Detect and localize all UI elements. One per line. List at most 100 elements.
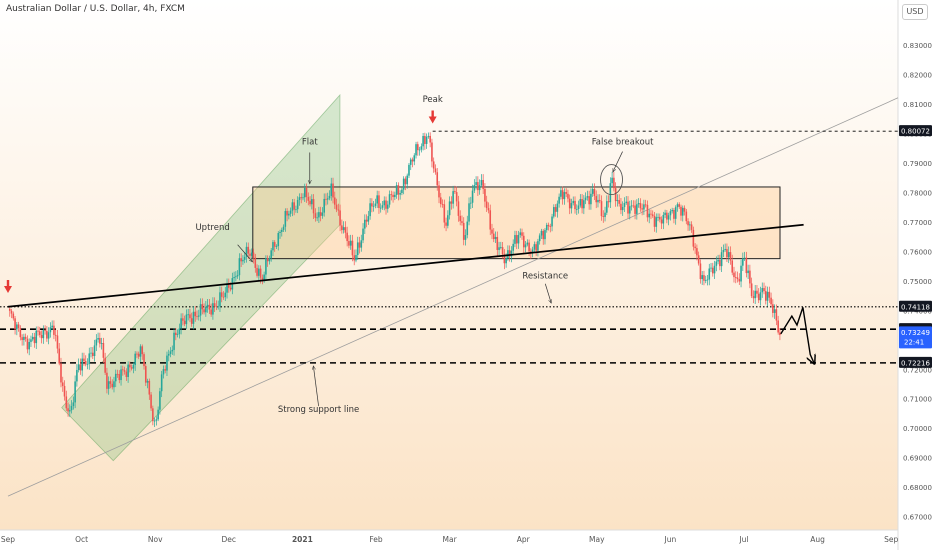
annotation-label[interactable]: Uptrend [195,223,229,233]
candle-body [567,193,569,199]
candlestick-series[interactable] [8,132,781,427]
candle-body [219,292,221,307]
candle-body [717,260,719,262]
x-tick-label: Sep [1,535,15,544]
candle-body [657,216,659,218]
candle-body [726,249,728,258]
candle-body [49,327,52,333]
candle-body [427,135,430,137]
candle-body [113,381,115,388]
candle-body [441,203,444,205]
candle-body [659,216,661,220]
annotation-label[interactable]: False breakout [592,137,654,147]
candle-body [761,288,764,293]
candle-body [770,297,772,305]
candle-body [722,249,725,253]
candle-body [639,203,642,209]
candle-body [141,346,144,355]
candle-body [484,188,486,202]
candle-body [351,240,354,256]
x-tick-label: Aug [810,535,825,544]
annotation-label[interactable]: Flat [302,137,318,147]
candle-body [729,252,732,261]
candle-body [254,257,257,268]
candle-body [773,309,776,313]
candle-body [492,233,495,240]
candle-body [606,201,608,213]
candle-body [212,303,214,315]
candle-body [194,311,197,317]
candle-body [63,385,66,397]
candle-body [653,215,656,227]
candle-body [591,189,594,194]
candle-body [189,314,191,319]
candle-body [51,325,53,328]
candle-body [505,258,507,264]
annotation-arrow [237,244,253,262]
candle-body [500,247,502,248]
candle-body [26,338,29,350]
annotation-label[interactable]: Resistance [522,272,568,282]
candle-body [512,243,514,251]
candle-body [602,216,605,217]
candle-body [162,369,165,375]
candle-body [74,381,76,403]
support-trendline[interactable] [7,97,899,497]
candle-body [777,320,779,333]
candle-body [593,189,596,197]
candle-body [243,256,246,260]
annotation-label[interactable]: Strong support line [278,405,359,415]
candle-body [353,255,356,261]
candle-body [413,155,416,162]
candle-body [575,209,578,210]
candle-body [772,304,774,313]
candle-body [268,258,271,262]
candle-body [40,335,43,339]
candle-body [713,265,716,274]
candle-body [10,310,13,314]
candle-body [279,231,281,234]
candle-body [768,291,771,298]
candle-body [689,224,691,226]
candle-body [501,247,504,255]
candle-body [111,383,114,388]
x-tick-label: Oct [75,535,88,544]
time-axis[interactable]: Sep Oct Nov Dec 2021 Feb Mar Apr May Jun Jul Aug Sep [1,535,899,544]
candle-body [100,343,103,344]
candle-body [522,235,525,248]
candle-body [42,330,45,339]
annotation-label[interactable]: Peak [423,95,443,105]
candle-body [533,244,536,250]
candle-body [282,226,285,230]
candle-body [139,346,142,357]
candle-body [600,201,603,217]
false-breakout-circle[interactable] [600,164,623,196]
candle-body [485,201,488,209]
candle-body [252,252,255,258]
plot-background [0,0,898,530]
candle-body [531,249,534,254]
currency-badge[interactable]: USD [902,4,928,20]
candle-body [305,187,308,197]
candle-body [69,410,71,412]
candle-body [369,203,371,217]
candle-body [14,318,16,330]
candle-body [190,318,193,324]
candle-body [342,227,345,231]
resistance-trendline[interactable] [7,223,804,308]
y-tick-label: 0.82000 [903,71,932,79]
candle-body [597,199,599,203]
candle-body [558,196,560,204]
candle-body [613,177,615,189]
candle-body [432,161,435,169]
candle-body [494,236,497,240]
candle-body [166,355,168,371]
candle-body [286,210,288,216]
projection-path[interactable] [780,307,814,362]
candle-body [114,373,117,382]
candle-body [314,213,317,218]
candle-body [616,200,619,202]
candle-body [681,207,684,216]
candle-body [429,135,431,143]
